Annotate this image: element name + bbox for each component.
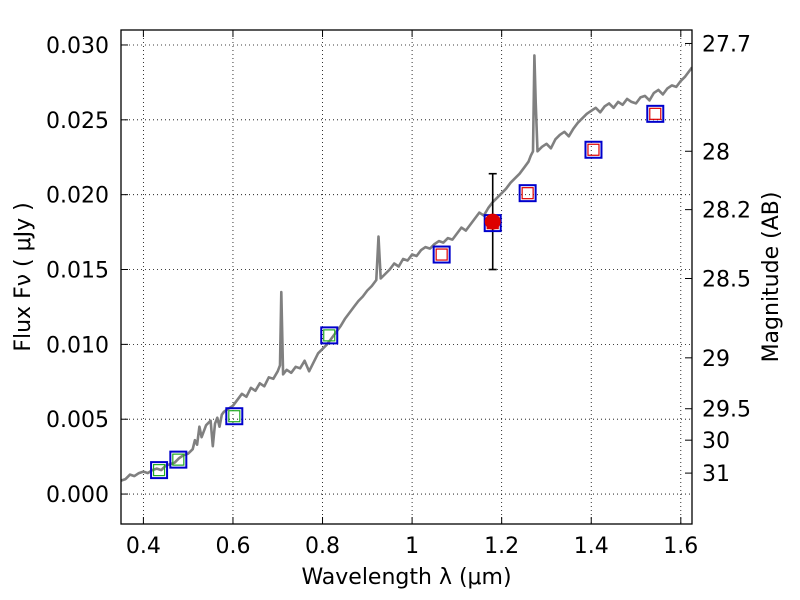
- x-tick-label: 1.4: [574, 534, 609, 559]
- detection-point: [484, 213, 501, 230]
- photometry-box: [225, 407, 244, 426]
- photometry-box: [584, 140, 603, 159]
- axis-ticks: 0.4 0.6 0.8 1 1.2 1.4 1.6 0.000 0.005 0.010 0.015 0…: [46, 30, 751, 559]
- photometry-box-inner: [435, 248, 448, 261]
- y-axis-label: Flux Fν ( μJy ): [11, 202, 36, 351]
- photometry-box-inner: [521, 187, 534, 200]
- y2-tick-label: 31: [702, 462, 730, 487]
- photometry-box-inner: [323, 329, 336, 342]
- y-tick-label: 0.020: [46, 184, 109, 209]
- x-tick-label: 0.8: [305, 534, 340, 559]
- photometry-box: [150, 461, 169, 480]
- photometry-box-inner: [172, 453, 185, 466]
- y2-tick-label: 28: [702, 140, 730, 165]
- data-marks: [150, 104, 665, 480]
- y-tick-label: 0.025: [46, 109, 109, 134]
- y2-tick-label: 29: [702, 347, 730, 372]
- x-tick-label: 1.2: [484, 534, 519, 559]
- photometry-box: [169, 450, 188, 469]
- photometry-box-inner: [152, 464, 166, 477]
- x-tick-label: 0.4: [126, 534, 161, 559]
- photometry-box: [320, 326, 339, 345]
- y-tick-label: 0.000: [46, 483, 109, 508]
- photometry-box: [646, 104, 665, 123]
- y2-tick-label: 27.7: [702, 32, 751, 57]
- y2-tick-label: 28.5: [702, 267, 751, 292]
- spectrum-line: [121, 54, 692, 482]
- photometry-box-inner: [228, 410, 241, 423]
- spectrum-layer: [121, 54, 692, 482]
- x-tick-label: 1.6: [663, 534, 698, 559]
- y-tick-label: 0.015: [46, 259, 109, 284]
- y2-tick-label: 29.5: [702, 398, 751, 423]
- y2-tick-label: 30: [702, 429, 730, 454]
- y-tick-label: 0.005: [46, 408, 109, 433]
- x-tick-label: 1: [405, 534, 419, 559]
- photometry-box-inner: [649, 107, 662, 120]
- y2-tick-label: 28.2: [702, 199, 751, 224]
- x-tick-label: 0.6: [215, 534, 250, 559]
- y2-axis-label: Magnitude (AB): [759, 192, 784, 363]
- photometry-box: [518, 184, 537, 203]
- photometry-box-inner: [587, 143, 600, 156]
- y-tick-label: 0.030: [46, 34, 109, 59]
- photometry-box: [432, 245, 451, 264]
- y-tick-label: 0.010: [46, 333, 109, 358]
- plot-frame: [120, 29, 693, 525]
- x-axis-label: Wavelength λ (μm): [301, 565, 511, 590]
